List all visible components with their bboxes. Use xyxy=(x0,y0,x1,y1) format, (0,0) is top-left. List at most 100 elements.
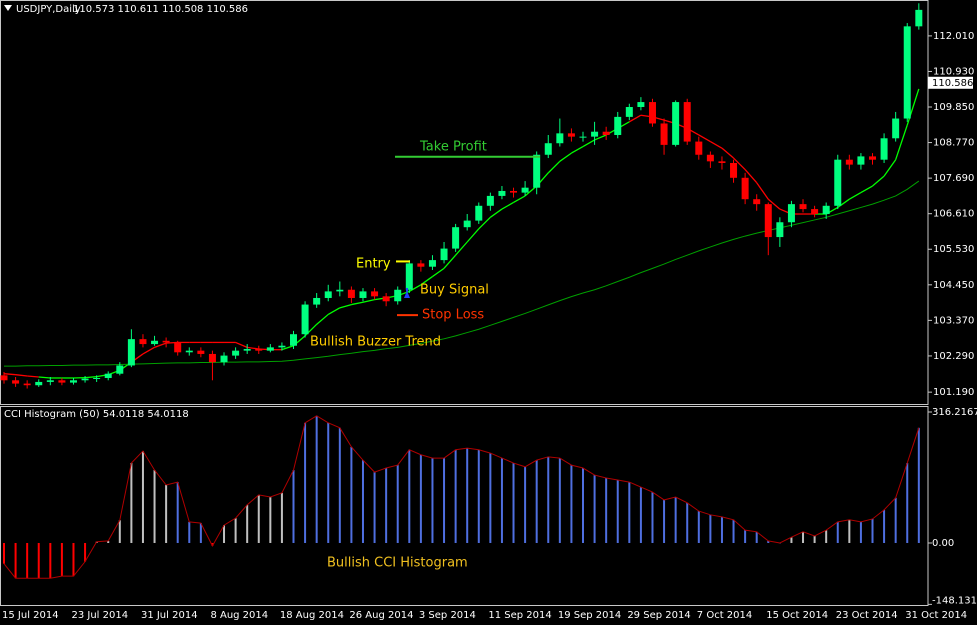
x-tick-label: 23 Oct 2014 xyxy=(836,610,898,621)
x-tick-label: 23 Jul 2014 xyxy=(71,610,128,621)
trend-line-segment xyxy=(767,198,781,210)
cci-bar xyxy=(246,504,249,543)
cci-bar xyxy=(234,518,237,543)
candle-body xyxy=(336,289,344,292)
y-tick-label: 108.770 xyxy=(933,138,974,149)
candle-body xyxy=(602,131,610,135)
trend-line-segment xyxy=(351,301,364,306)
candle-body xyxy=(127,339,135,366)
candle-body xyxy=(23,383,31,386)
cci-bar xyxy=(419,454,422,543)
buy-signal-arrow xyxy=(404,288,410,298)
trend-line-segment xyxy=(895,124,908,160)
cci-bar xyxy=(767,540,770,543)
cci-bar xyxy=(697,511,700,543)
y-tick-label: -148.1314 xyxy=(932,595,977,606)
cci-bar xyxy=(628,482,631,543)
trend-line-segment xyxy=(582,139,595,148)
trend-line-segment xyxy=(571,145,584,154)
y-tick-label: 0.00 xyxy=(932,538,954,549)
trend-line-segment xyxy=(710,141,723,149)
cci-bar xyxy=(500,458,503,543)
cci-bar xyxy=(489,453,492,543)
x-tick-label: 19 Sep 2014 xyxy=(558,610,621,621)
y-tick-label: 110.930 xyxy=(933,66,974,77)
x-tick-label: 7 Oct 2014 xyxy=(697,610,752,621)
cci-bar xyxy=(3,542,5,564)
candle-body xyxy=(290,334,297,346)
candle-body xyxy=(174,342,182,353)
candle-body xyxy=(46,380,54,382)
candle-body xyxy=(625,107,633,117)
trend-line-segment xyxy=(85,376,97,379)
cci-bar xyxy=(223,525,226,543)
candle-body xyxy=(0,375,8,381)
candle-body xyxy=(834,159,842,206)
candle-body xyxy=(706,154,714,162)
trend-line-segment xyxy=(883,159,897,177)
cci-bar xyxy=(524,466,527,543)
cci-bar xyxy=(385,468,388,543)
candle-body xyxy=(822,205,830,215)
candle-body xyxy=(463,220,471,228)
cci-line xyxy=(3,415,920,579)
cci-bar xyxy=(883,509,886,543)
trend-line-segment xyxy=(594,134,607,141)
trend-line-segment xyxy=(3,373,16,376)
cci-bar xyxy=(130,463,133,543)
cci-bar xyxy=(373,472,376,543)
candle-body xyxy=(845,159,853,165)
annotation-label: Bullish CCI Histogram xyxy=(327,556,468,571)
candle-body xyxy=(880,138,888,160)
cci-bar xyxy=(107,540,110,543)
cci-bar xyxy=(466,448,469,543)
cci-bar xyxy=(188,521,191,543)
x-tick-label: 15 Oct 2014 xyxy=(766,610,828,621)
candle-body xyxy=(12,380,20,384)
current-price-tag xyxy=(928,76,973,89)
cci-bar xyxy=(825,530,828,543)
trend-line-segment xyxy=(455,241,468,256)
cci-bar xyxy=(859,521,862,543)
cci-bar xyxy=(790,537,793,543)
candle-body xyxy=(567,133,575,137)
trend-line-segment xyxy=(872,175,885,187)
candle-body xyxy=(347,289,355,298)
candle-body xyxy=(753,199,761,205)
candle-body xyxy=(301,304,309,335)
trend-line-segment xyxy=(235,341,248,348)
cci-bar xyxy=(361,460,364,543)
candle-body xyxy=(58,380,66,383)
cci-bar xyxy=(176,482,179,543)
candle-body xyxy=(486,195,494,206)
cci-bar xyxy=(582,468,584,543)
trend-line-segment xyxy=(837,198,850,208)
trend-line-segment xyxy=(559,152,572,162)
y-tick-label: 106.610 xyxy=(933,209,974,220)
cci-bar xyxy=(396,465,399,543)
candle-body xyxy=(764,204,772,238)
trend-line-segment xyxy=(744,169,758,184)
cci-bar xyxy=(663,499,666,543)
candle-body xyxy=(324,291,332,298)
trend-line-segment xyxy=(478,216,491,230)
cci-bar xyxy=(408,449,411,543)
candle-body xyxy=(69,380,77,383)
annotation-label: Entry xyxy=(356,257,391,272)
cci-bar xyxy=(153,470,156,543)
candle-body xyxy=(869,156,876,160)
candle-body xyxy=(220,355,228,363)
candle-body xyxy=(776,222,784,238)
cci-bar xyxy=(720,516,723,543)
candle-body xyxy=(255,349,263,351)
trend-line-segment xyxy=(489,208,503,218)
candle-body xyxy=(197,350,205,354)
y-tick-label: 107.690 xyxy=(933,173,974,184)
trend-line-segment xyxy=(628,114,642,123)
cci-bar xyxy=(605,477,608,543)
trend-line-segment xyxy=(362,298,375,303)
candle-body xyxy=(556,133,564,144)
candle-body xyxy=(452,227,460,249)
y-tick-label: 316.2167 xyxy=(932,407,977,418)
